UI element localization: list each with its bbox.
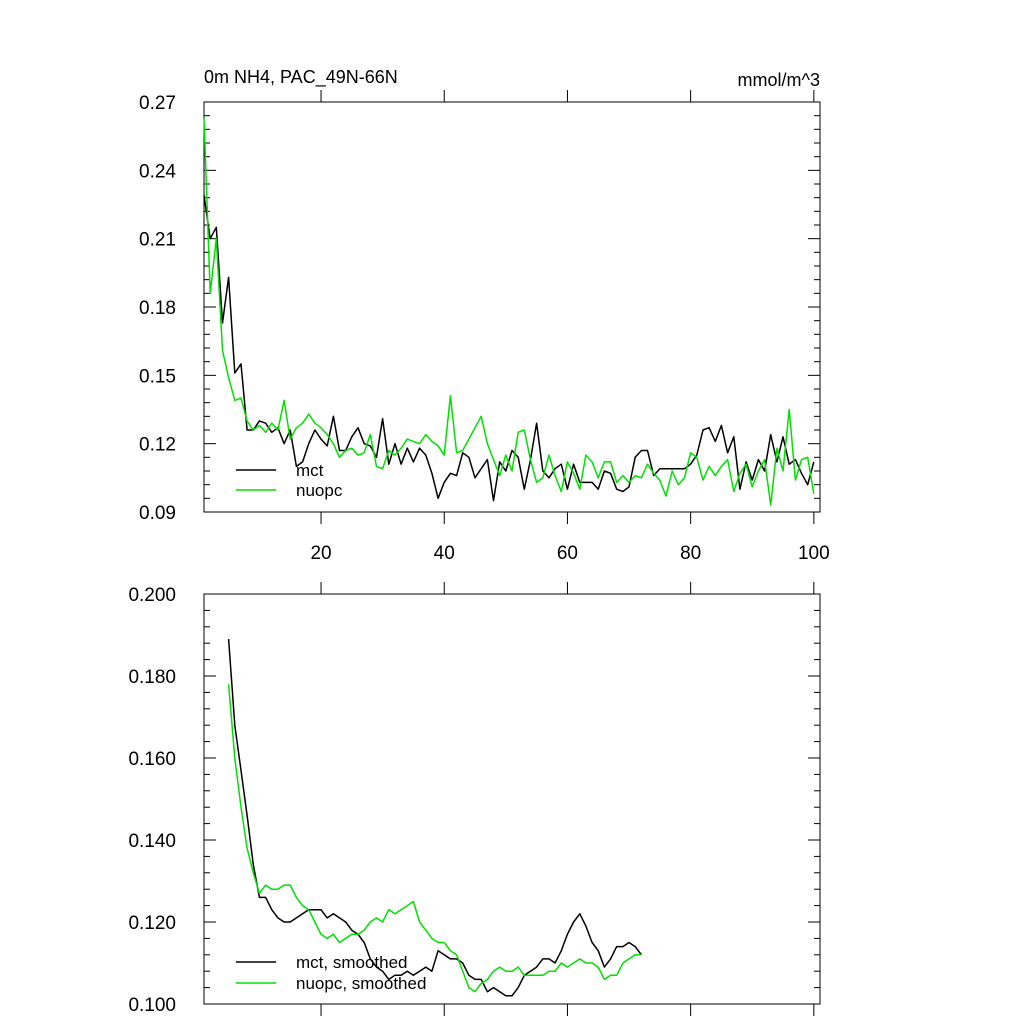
top-panel: 0m NH4, PAC_49N-66N mmol/m^3 0.09 0.12 0.1… [139, 67, 830, 564]
bottom-legend: mct, smoothed nuopc, smoothed [236, 953, 426, 993]
top-ytick-label: 0.27 [139, 93, 176, 114]
top-xtick-label: 100 [798, 543, 830, 564]
top-ytick-label: 0.18 [139, 298, 176, 319]
bottom-ytick-label: 0.160 [128, 749, 176, 770]
top-axis-ticks: 0.09 0.12 0.15 0.18 0.21 0.24 0.27 20 40 60 80 100 [139, 90, 830, 564]
top-xtick-label: 20 [310, 543, 331, 564]
top-ytick-label: 0.12 [139, 435, 176, 456]
bottom-series-line-0 [227, 639, 642, 997]
top-xtick-label: 60 [557, 543, 578, 564]
top-xtick-label: 40 [434, 543, 455, 564]
bottom-ytick-label: 0.140 [128, 831, 176, 852]
bottom-plot-frame [203, 593, 821, 1005]
top-ytick-label: 0.15 [139, 366, 176, 387]
legend-label-nuopc-smoothed: nuopc, smoothed [296, 974, 426, 993]
chart-units: mmol/m^3 [738, 70, 820, 90]
legend-label-nuopc: nuopc [296, 481, 343, 500]
top-series-line-1 [203, 117, 815, 506]
top-ytick-label: 0.21 [139, 230, 176, 251]
top-legend: mct nuopc [236, 461, 343, 500]
bottom-ytick-label: 0.180 [128, 667, 176, 688]
top-ytick-label: 0.24 [139, 161, 176, 182]
bottom-ytick-label: 0.200 [128, 585, 176, 606]
bottom-series-lines [227, 639, 642, 997]
legend-label-mct-smoothed: mct, smoothed [296, 953, 408, 972]
top-series-line-0 [203, 195, 815, 502]
chart-title: 0m NH4, PAC_49N-66N [204, 67, 398, 88]
bottom-ytick-label: 0.120 [128, 913, 176, 934]
top-ytick-label: 0.09 [139, 503, 176, 524]
top-series-lines [203, 117, 815, 506]
bottom-series-line-1 [227, 684, 642, 993]
top-xtick-label: 80 [680, 543, 701, 564]
bottom-panel: 0.100 0.120 0.140 0.160 0.180 0.200 mct, smoo… [128, 582, 821, 1016]
bottom-ytick-label: 0.100 [128, 995, 176, 1016]
legend-label-mct: mct [296, 461, 324, 480]
bottom-axis-ticks: 0.100 0.120 0.140 0.160 0.180 0.200 [128, 582, 820, 1016]
